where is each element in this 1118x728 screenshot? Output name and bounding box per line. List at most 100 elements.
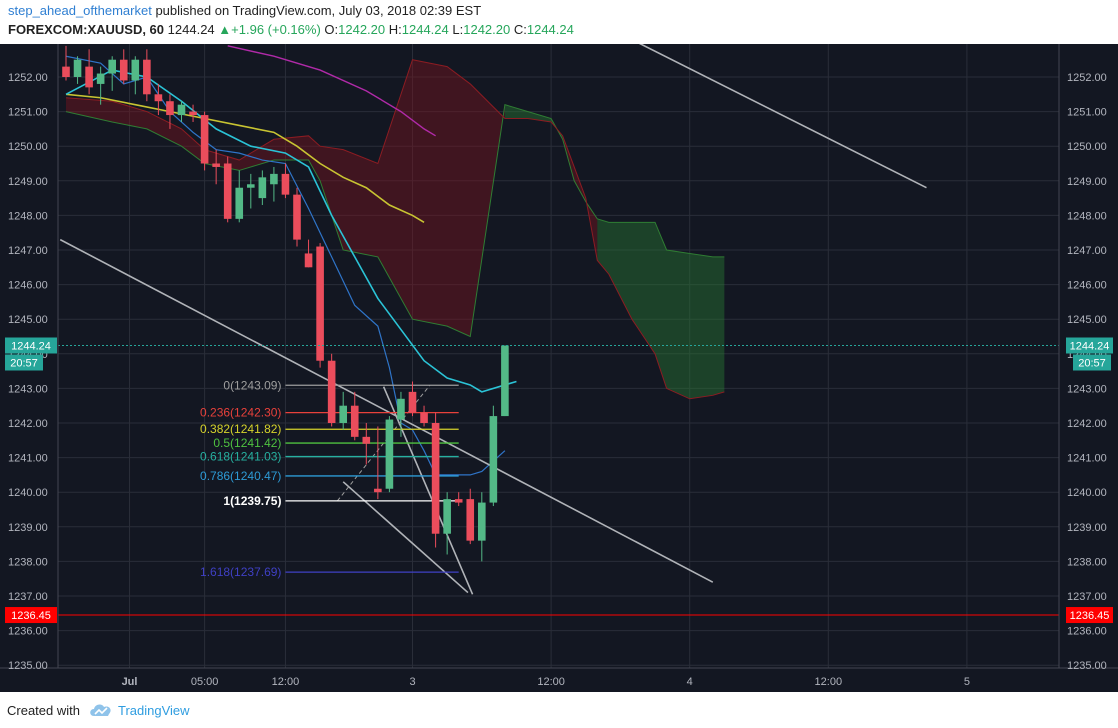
y-tick-right: 1251.00 bbox=[1067, 107, 1107, 119]
y-tick-left: 1241.00 bbox=[8, 453, 48, 465]
tradingview-brand[interactable]: TradingView bbox=[118, 703, 190, 718]
candle bbox=[293, 187, 301, 247]
span-b-line bbox=[65, 59, 725, 400]
ema-fast-line bbox=[65, 69, 517, 393]
candle-body bbox=[350, 405, 359, 437]
candle-body bbox=[200, 115, 209, 164]
y-tick-right: 1237.00 bbox=[1067, 591, 1107, 603]
close-label: C: bbox=[513, 22, 527, 37]
candle bbox=[166, 94, 174, 129]
candle-body bbox=[304, 253, 313, 268]
candle-body bbox=[62, 66, 70, 77]
ichimoku-cloud bbox=[65, 59, 725, 400]
alert-tag-right: 1236.45 bbox=[1070, 610, 1110, 622]
candle-body bbox=[501, 345, 509, 417]
high-value: 1244.24 bbox=[401, 22, 449, 37]
candle-body bbox=[281, 173, 290, 195]
candle-body bbox=[223, 163, 232, 219]
low-value: 1242.20 bbox=[463, 22, 511, 37]
candle bbox=[362, 423, 371, 465]
candle bbox=[73, 56, 82, 84]
candle bbox=[235, 170, 244, 223]
y-tick-right: 1245.00 bbox=[1067, 314, 1107, 326]
chart-header: step_ahead_ofthemarket published on Trad… bbox=[0, 0, 1118, 44]
candle bbox=[385, 416, 394, 493]
tradingview-cloud-icon bbox=[90, 704, 111, 716]
candle bbox=[431, 412, 440, 548]
x-tick: 12:00 bbox=[815, 676, 843, 688]
candle bbox=[339, 391, 347, 430]
fibonacci-retracement[interactable]: 0(1243.09)0.236(1242.30)0.382(1241.82)0.… bbox=[200, 378, 459, 579]
candle-body bbox=[466, 499, 475, 541]
y-tick-right: 1238.00 bbox=[1067, 556, 1107, 568]
candle-body bbox=[131, 59, 140, 81]
candle-body bbox=[408, 391, 417, 413]
candle bbox=[443, 492, 451, 555]
countdown-tag-left: 20:57 bbox=[10, 357, 38, 369]
x-tick: Jul bbox=[122, 676, 138, 688]
x-tick: 3 bbox=[409, 676, 415, 688]
publish-info: step_ahead_ofthemarket published on Trad… bbox=[8, 3, 481, 18]
y-tick-left: 1238.00 bbox=[8, 556, 48, 568]
candle-body bbox=[454, 499, 463, 503]
candle-body bbox=[339, 405, 347, 423]
candle bbox=[96, 66, 105, 105]
countdown-tag-left-bg bbox=[5, 354, 43, 371]
y-tick-right: 1252.00 bbox=[1067, 72, 1107, 84]
x-tick: 4 bbox=[687, 676, 693, 688]
candle bbox=[374, 426, 382, 500]
candle-body bbox=[443, 499, 451, 534]
y-tick-left: 1246.00 bbox=[8, 280, 48, 292]
y-tick-right: 1242.00 bbox=[1067, 418, 1107, 430]
cloud-area bbox=[66, 59, 505, 337]
y-tick-left: 1239.00 bbox=[8, 522, 48, 534]
high-label: H: bbox=[388, 22, 402, 37]
candle bbox=[223, 156, 232, 223]
candle-body bbox=[293, 194, 301, 240]
y-tick-left: 1251.00 bbox=[8, 107, 48, 119]
candle bbox=[247, 173, 255, 209]
x-tick: 12:00 bbox=[272, 676, 300, 688]
candle-body bbox=[374, 488, 382, 493]
candle bbox=[212, 149, 220, 185]
trendline-4[interactable] bbox=[382, 386, 474, 595]
candle-body bbox=[270, 173, 278, 185]
candle bbox=[85, 49, 93, 95]
candle-body bbox=[189, 111, 197, 116]
candle-body bbox=[327, 360, 336, 423]
x-tick: 5 bbox=[964, 676, 970, 688]
candle-body bbox=[316, 246, 324, 361]
candle-body bbox=[212, 163, 220, 167]
price-chart[interactable]: 0(1243.09)0.236(1242.30)0.382(1241.82)0.… bbox=[0, 44, 1118, 692]
y-tick-left: 1249.00 bbox=[8, 176, 48, 188]
time-axis-bg bbox=[0, 668, 1118, 692]
candle-body bbox=[247, 184, 255, 188]
trendline-2[interactable] bbox=[603, 44, 927, 189]
candle bbox=[270, 166, 278, 202]
published-text: published on TradingView.com, July 03, 2… bbox=[155, 3, 482, 18]
candle bbox=[304, 239, 313, 268]
candle bbox=[258, 170, 267, 206]
change-value: +1.96 (+0.16%) bbox=[231, 22, 321, 37]
candle bbox=[200, 111, 209, 171]
cloud-area bbox=[504, 104, 563, 140]
candle bbox=[62, 45, 70, 81]
author-link[interactable]: step_ahead_ofthemarket bbox=[8, 3, 152, 18]
span-a-line bbox=[65, 104, 725, 338]
y-tick-left: 1237.00 bbox=[8, 591, 48, 603]
candle bbox=[108, 56, 116, 91]
symbol-label[interactable]: FOREXCOM:XAUUSD, 60 bbox=[8, 22, 165, 37]
candle bbox=[397, 391, 405, 437]
countdown-tag-right-bg bbox=[1073, 354, 1111, 371]
cloud-area bbox=[597, 218, 725, 399]
fib-level-label: 1.618(1237.69) bbox=[200, 565, 281, 579]
trendline-1[interactable] bbox=[59, 238, 714, 583]
candle-body bbox=[177, 104, 186, 116]
low-label: L: bbox=[452, 22, 464, 37]
price-lines bbox=[58, 344, 1059, 616]
candle-body bbox=[166, 101, 174, 116]
candle-body bbox=[143, 59, 151, 95]
y-tick-right: 1236.00 bbox=[1067, 626, 1107, 638]
y-tick-left: 1243.00 bbox=[8, 383, 48, 395]
candle bbox=[131, 56, 140, 95]
